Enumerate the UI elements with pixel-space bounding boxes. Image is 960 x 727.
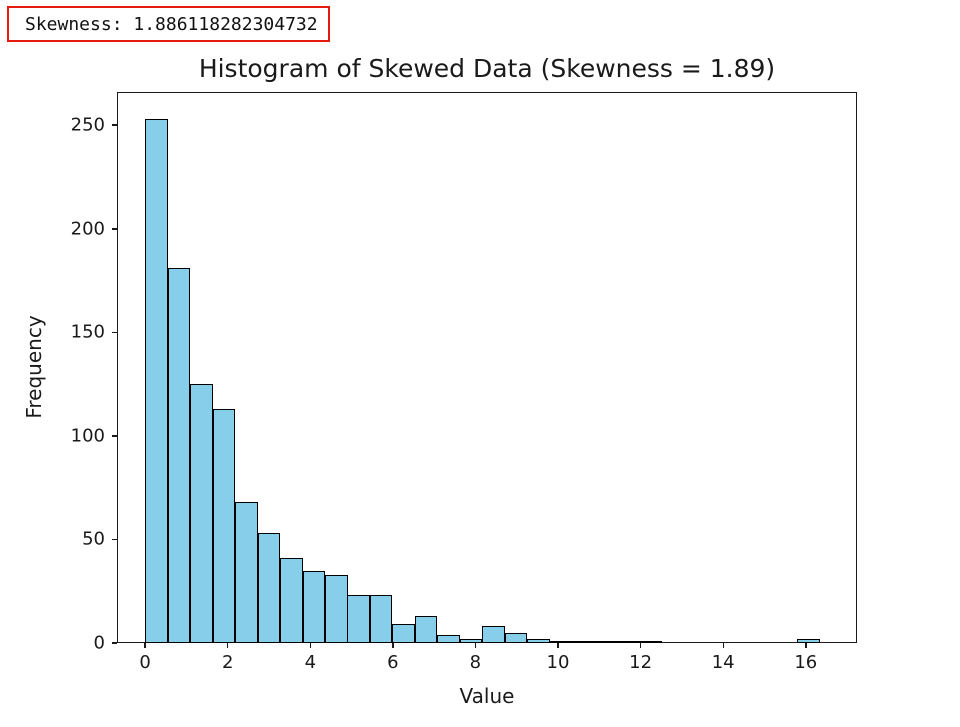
x-tick-label: 4: [304, 652, 317, 673]
y-tick-mark: [112, 642, 117, 644]
histogram-bar: [145, 118, 168, 643]
y-tick-mark: [112, 124, 117, 126]
histogram-bar: [190, 384, 213, 643]
histogram-bar: [235, 502, 258, 643]
skewness-annotation-box: Skewness: 1.886118282304732: [7, 6, 330, 42]
x-tick-mark: [722, 643, 724, 648]
histogram-bar: [482, 626, 505, 643]
x-tick-mark: [144, 643, 146, 648]
y-tick-mark: [112, 331, 117, 333]
x-tick-mark: [474, 643, 477, 648]
histogram-bar: [212, 408, 235, 643]
y-tick-label: 100: [70, 425, 105, 447]
y-tick-mark: [112, 538, 117, 541]
x-tick-mark: [805, 643, 807, 648]
y-tick-mark: [112, 435, 117, 437]
x-tick-mark: [226, 643, 229, 648]
histogram-bar: [594, 640, 618, 643]
x-tick-mark: [309, 643, 311, 648]
histogram-bar: [325, 574, 348, 643]
x-tick-label: 16: [794, 652, 818, 673]
chart-title: Histogram of Skewed Data (Skewness = 1.8…: [198, 54, 776, 83]
x-tick-label: 8: [469, 652, 482, 673]
histogram-bar: [257, 533, 280, 643]
histogram-bar: [280, 558, 303, 643]
histogram-bar: [437, 634, 460, 643]
y-tick-label: 50: [82, 528, 105, 550]
y-tick-mark: [112, 228, 117, 230]
x-tick-label: 6: [387, 652, 399, 673]
histogram-bar: [459, 638, 483, 643]
y-tick-label: 0: [93, 632, 105, 654]
x-tick-mark: [557, 643, 559, 648]
y-tick-label: 250: [70, 114, 105, 136]
x-tick-label: 14: [711, 652, 735, 673]
histogram-bar: [302, 570, 325, 643]
histogram-bar: [797, 638, 820, 643]
x-tick-label: 2: [221, 652, 234, 673]
x-tick-label: 12: [629, 652, 653, 673]
x-tick-label: 0: [139, 652, 151, 673]
histogram-bar: [617, 640, 640, 643]
histogram-bar: [347, 595, 370, 643]
skewness-value-text: Skewness: 1.886118282304732: [25, 13, 318, 35]
histogram-bar: [392, 624, 415, 643]
histogram-bar: [549, 640, 573, 643]
histogram-bar: [572, 640, 595, 643]
x-tick-mark: [639, 643, 642, 648]
histogram-bar: [639, 640, 663, 643]
histogram-bar: [369, 595, 393, 643]
histogram-bar: [167, 268, 191, 643]
x-axis-label: Value: [459, 684, 515, 708]
x-tick-label: 10: [546, 652, 570, 673]
y-axis-label: Frequency: [22, 315, 46, 419]
histogram-bar: [414, 616, 438, 643]
x-tick-mark: [392, 643, 394, 648]
y-tick-label: 150: [70, 321, 105, 343]
y-tick-label: 200: [70, 218, 105, 240]
histogram-bar: [527, 638, 550, 643]
histogram-bar: [504, 632, 528, 643]
